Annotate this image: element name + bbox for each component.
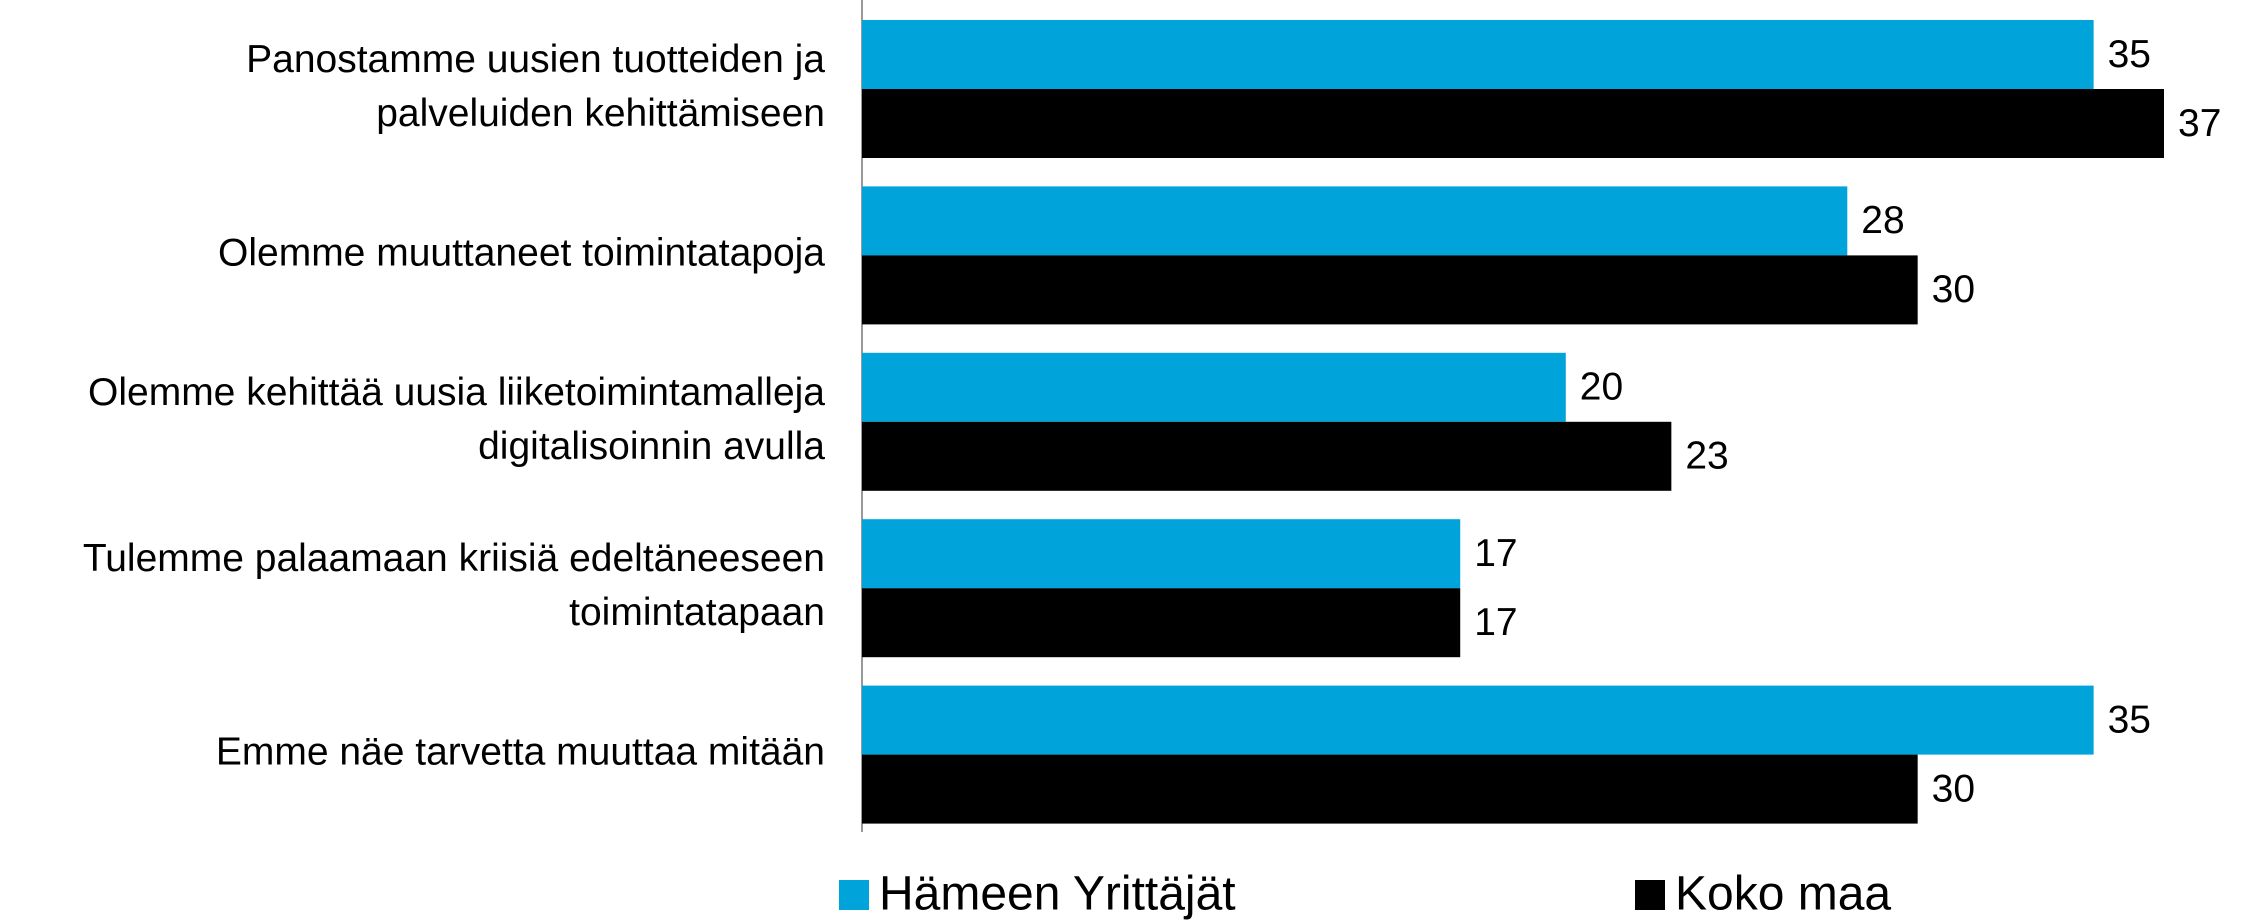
bar: [862, 519, 1461, 589]
bar: [862, 255, 1918, 325]
category-label: Emme näe tarvetta muuttaa mitään: [216, 731, 825, 774]
category-label: Panostamme uusien tuotteiden ja palveluid…: [246, 38, 825, 135]
bar: [862, 20, 2094, 89]
category-label: Tulemme palaamaan kriisiä edeltäneeseen t…: [83, 537, 825, 634]
category-label: Olemme muuttaneet toimintatapoja: [218, 232, 825, 275]
legend-swatch: [1635, 880, 1665, 910]
bar: [862, 352, 1566, 422]
bar: [862, 89, 2164, 158]
value-label: 17: [1474, 601, 1517, 644]
value-label: 35: [2108, 33, 2151, 76]
value-label: 17: [1474, 532, 1517, 575]
category-label: Olemme kehittää uusia liiketoimintamalle…: [88, 371, 825, 468]
bar: [862, 186, 1848, 256]
value-label: 20: [1580, 366, 1623, 409]
value-label: 37: [2178, 102, 2221, 145]
value-label: 28: [1861, 199, 1904, 242]
value-label: 23: [1685, 435, 1728, 478]
legend-label: Koko maa: [1675, 868, 1891, 921]
legend-swatch: [839, 880, 869, 910]
value-label: 30: [1932, 268, 1975, 311]
bar: [862, 685, 2094, 755]
bar: [862, 588, 1461, 658]
value-label: 30: [1932, 767, 1975, 810]
legend-label: Hämeen Yrittäjät: [879, 868, 1236, 921]
bar: [862, 754, 1918, 824]
bar: [862, 421, 1672, 491]
value-label: 35: [2108, 698, 2151, 741]
